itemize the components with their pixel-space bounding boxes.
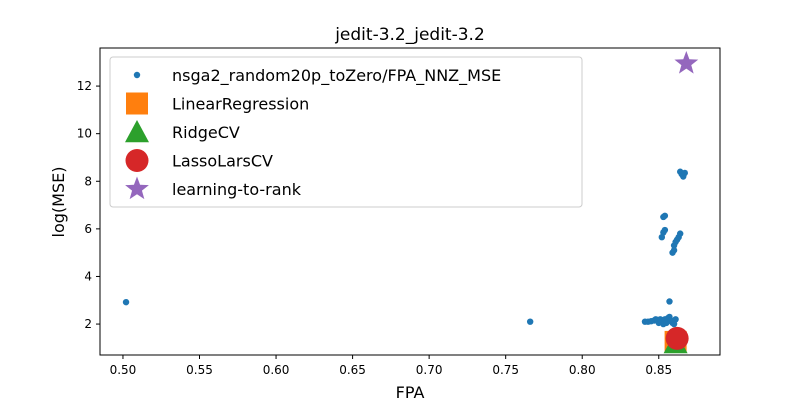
data-point [670, 247, 678, 254]
y-tick-label: 10 [77, 127, 92, 141]
x-tick-label: 0.75 [492, 363, 519, 377]
legend-entry-label: nsga2_random20p_toZero/FPA_NNZ_MSE [172, 66, 501, 86]
legend-marker [125, 149, 149, 172]
chart-title: jedit-3.2_jedit-3.2 [334, 25, 485, 45]
data-point [661, 226, 669, 234]
legend-marker [125, 120, 149, 143]
x-tick-label: 0.50 [110, 363, 137, 377]
data-point [122, 298, 130, 306]
data-point [661, 212, 669, 219]
y-tick-label: 4 [84, 269, 92, 283]
legend-entry-label: LassoLarsCV [172, 152, 273, 171]
data-point [681, 169, 688, 177]
legend-entry-label: learning-to-rank [172, 180, 302, 199]
data-point [526, 318, 534, 325]
legend-marker [133, 71, 141, 79]
x-tick-label: 0.85 [645, 363, 672, 377]
series-lassolarscv [665, 326, 689, 350]
x-axis-label: FPA [396, 383, 425, 400]
series-learning-to-rank [674, 50, 699, 74]
series-nsga2-random20p-tozero-fpa-nnz-mse [122, 168, 688, 328]
legend: nsga2_random20p_toZero/FPA_NNZ_MSE Linear… [109, 56, 583, 208]
x-axis: 0.50 0.55 0.60 0.65 0.70 0.75 0.80 0.85 [110, 355, 672, 377]
legend-entry-label: LinearRegression [172, 95, 309, 114]
y-tick-label: 2 [84, 317, 92, 331]
x-tick-label: 0.65 [339, 363, 366, 377]
legend-entry-label: RidgeCV [172, 123, 240, 142]
data-point [665, 326, 689, 350]
data-point [676, 230, 684, 237]
x-tick-label: 0.80 [569, 363, 596, 377]
y-tick-label: 12 [77, 79, 92, 93]
y-axis: 2 4 6 8 10 12 [77, 79, 100, 331]
plot-frame [99, 47, 721, 356]
x-tick-label: 0.70 [416, 363, 443, 377]
data-point [666, 298, 673, 305]
x-tick-label: 0.60 [263, 363, 290, 377]
y-axis-label: log(MSE) [49, 167, 68, 238]
data-point [674, 50, 699, 74]
y-tick-label: 8 [84, 174, 92, 188]
legend-marker [126, 92, 148, 115]
x-tick-label: 0.55 [186, 363, 213, 377]
legend-box [109, 56, 583, 208]
data-point [672, 316, 679, 323]
y-tick-label: 6 [84, 222, 92, 236]
legend-marker [125, 176, 149, 200]
plot-area [122, 50, 699, 354]
